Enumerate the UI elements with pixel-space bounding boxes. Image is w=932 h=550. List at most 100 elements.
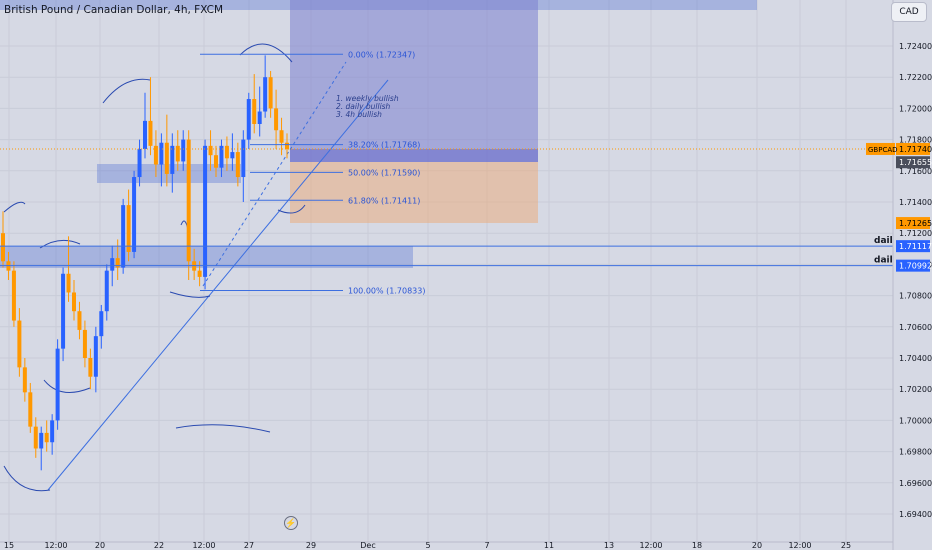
price-axis: 1.72400 1.72200 1.72000 1.71800 1.71600 1.714… (866, 0, 932, 550)
candle-body (181, 139, 186, 162)
fib-label: 61.80% (1.71411) (348, 196, 420, 205)
candle-body (268, 77, 273, 109)
candle-body (11, 270, 16, 321)
fib-levels: 0.00% (1.72347) 38.20% (1.71768) 50.00% (1… (200, 50, 425, 295)
candle-body (159, 142, 164, 165)
entry-band (290, 149, 538, 162)
time-tick-label: 27 (244, 541, 254, 550)
candle-body (186, 139, 191, 262)
candle-body (44, 432, 49, 443)
hand-drawn-arc (102, 78, 151, 104)
candle-body (274, 108, 279, 131)
hand-drawn-arc (3, 201, 26, 213)
time-tick-label: 25 (841, 541, 851, 550)
time-axis: 15 12:00 20 22 12:00 27 29 Dec 5 7 11 13 12:00 18 20 12… (0, 541, 893, 550)
candle-body (88, 358, 93, 377)
price-label-bg (896, 142, 930, 155)
time-tick-label: 22 (154, 541, 164, 550)
time-tick-label: 20 (752, 541, 762, 550)
candle-body (50, 420, 55, 443)
candle-body (241, 139, 246, 178)
hand-drawn-arc (277, 204, 306, 214)
candle-body (263, 77, 268, 112)
candle-body (28, 392, 33, 427)
price-tick-label: 1.70600 (899, 323, 932, 332)
candle-body (121, 205, 126, 268)
daily-level-label: daily (874, 236, 899, 246)
candle-body (61, 273, 66, 349)
price-tick-label: 1.72200 (899, 73, 932, 82)
candle-body (17, 320, 22, 368)
candle-body (22, 367, 27, 393)
time-tick-label: 15 (4, 541, 14, 550)
fib-diagonal (202, 61, 347, 287)
candle-body (224, 145, 229, 159)
hand-drawn-arc (175, 424, 271, 433)
candle-body (214, 155, 218, 168)
candle-body (170, 145, 175, 174)
candle-body (82, 329, 87, 358)
price-tick-label: 1.71200 (899, 229, 932, 238)
time-tick-label: 12:00 (788, 541, 811, 550)
candle-body (219, 145, 224, 168)
trend-line (47, 79, 389, 491)
symbol-tag: GBPCAD (868, 146, 898, 154)
price-tick-label: 1.70200 (899, 385, 932, 394)
candle-body (246, 99, 251, 140)
fib-label: 0.00% (1.72347) (348, 50, 415, 59)
candle-body (235, 152, 240, 178)
candle-body (137, 148, 142, 178)
candle-body (33, 426, 38, 449)
lightning-icon[interactable]: ⚡ (284, 516, 298, 530)
currency-button[interactable]: CAD (891, 2, 927, 22)
time-tick-label: Dec (360, 541, 375, 550)
price-tick-label: 1.71800 (899, 136, 932, 145)
hand-drawn-arc (43, 379, 91, 393)
price-tick-label: 1.71400 (899, 198, 932, 207)
candle-body (175, 145, 180, 162)
candle-body (257, 111, 262, 124)
price-label-bg (896, 217, 930, 230)
time-tick-label: 12:00 (192, 541, 215, 550)
price-tick-label: 1.70800 (899, 292, 932, 301)
price-label: 1.71655 (899, 158, 932, 167)
candle-body (153, 145, 158, 165)
time-tick-label: 20 (95, 541, 105, 550)
candle-body (208, 145, 213, 156)
hand-drawn-arc (3, 465, 51, 492)
time-tick-label: 18 (692, 541, 702, 550)
fib-label: 50.00% (1.71590) (348, 168, 420, 177)
candle-body (279, 130, 284, 143)
chart-title: British Pound / Canadian Dollar, 4h, FXC… (4, 4, 224, 16)
price-label-bg (896, 259, 930, 272)
zones (0, 0, 757, 268)
hand-drawn-arc (239, 43, 293, 63)
price-label-bg (896, 156, 930, 169)
candle-body (99, 311, 104, 337)
candle-body (93, 336, 98, 377)
price-label: 1.71740 (899, 145, 932, 154)
candle-body (197, 270, 202, 277)
time-tick-label: 12:00 (44, 541, 67, 550)
candle-body (72, 292, 76, 312)
time-tick-label: 11 (544, 541, 554, 550)
price-label: 1.71117 (899, 242, 932, 251)
drawings (3, 43, 389, 492)
price-label-bg (896, 240, 930, 253)
note-text: 2. daily bullish (336, 102, 391, 111)
candle-body (77, 311, 82, 330)
candles (1, 55, 289, 471)
candle-body (252, 99, 257, 124)
candle-body (55, 348, 60, 421)
price-tick-label: 1.69800 (899, 448, 932, 457)
price-tick-label: 1.70000 (899, 416, 932, 425)
candle-body (126, 205, 131, 252)
price-tick-label: 1.72400 (899, 42, 932, 51)
time-tick-label: 29 (306, 541, 316, 550)
candle-body (143, 120, 147, 149)
candle-body (148, 120, 153, 146)
time-tick-label: 13 (604, 541, 614, 550)
level-lines: daily daily (0, 148, 899, 267)
fib-label: 38.20% (1.71768) (348, 141, 420, 150)
